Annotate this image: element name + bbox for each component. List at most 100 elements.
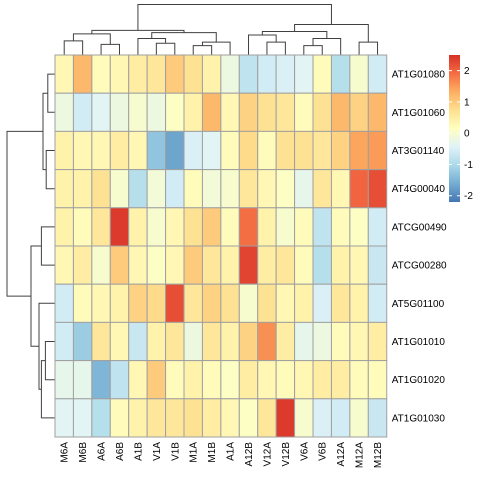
column-label: V12B [281,442,292,467]
heatmap-cell [257,360,277,400]
heatmap-cell [54,169,74,209]
heatmap-cell [238,54,259,94]
heatmap-cell [109,92,130,132]
heatmap-cell [146,130,167,171]
dendrogram-branch [294,23,369,43]
heatmap-cell [238,245,259,285]
column-labels: M6A M6B A6A A6B A1B V1A V1B M1A M1B A1A A12B V12A V1… [60,442,384,468]
heatmap-cell [275,54,296,94]
heatmap-cell [201,321,222,362]
heatmap-cell [183,92,203,132]
dendrogram-branch [44,341,55,381]
heatmap-cell [91,207,111,247]
heatmap-cell [183,283,203,323]
heatmap-cell [54,283,74,323]
heatmap-cell [349,283,369,323]
heatmap-cell [367,130,388,171]
heatmap-cell [238,130,259,171]
heatmap-cell [349,92,369,132]
heatmap-cell [220,207,240,247]
column-label: M12B [373,442,384,468]
heatmap-cell [183,321,203,362]
row-labels: AT1G01080 AT1G01060 AT3G01140 AT4G00040 ATCG… [392,70,447,425]
heatmap-cell [220,321,240,362]
heatmap-cell [201,207,222,247]
column-label: V12A [262,442,273,467]
heatmap-cell [165,54,185,94]
heatmap-cell [294,169,314,209]
column-label: M1A [189,442,200,463]
column-label: A1B [133,442,144,461]
heatmap-cell [165,245,185,285]
heatmap-cell [146,207,167,247]
heatmap-cell [330,321,351,362]
heatmap-cell [72,321,93,362]
heatmap-cell [367,360,388,400]
heatmap-cell [367,207,388,247]
heatmap-cell [238,398,259,438]
heatmap-cell [220,169,240,209]
heatmap-cell [367,245,388,285]
heatmap-cell [220,360,240,400]
heatmap-cell [330,130,351,171]
heatmap-cell [72,283,93,323]
heatmap-cell [146,169,167,209]
heatmap-cell [238,360,259,400]
heatmap-cell [201,360,222,400]
heatmap-cell [54,360,74,400]
heatmap-cell [367,283,388,323]
column-label: A6A [97,442,108,461]
dendrogram-branch [201,41,231,55]
column-label: A1A [226,442,237,461]
heatmap-cell [312,283,332,323]
heatmap-cell [54,92,74,132]
heatmap-cell [257,321,277,362]
dendrogram-branch [6,130,43,297]
heatmap-cell [146,321,167,362]
dendrogram-branch [42,92,48,171]
heatmap-cell [238,207,259,247]
heatmap-cell [294,207,314,247]
dendrogram-branch [91,29,185,34]
column-label: V1A [152,442,163,461]
heatmap-cell [349,169,369,209]
heatmap-cell [165,360,185,400]
dendrogram-branch [266,41,286,55]
heatmap-cell [91,169,111,209]
dendrogram-branch [137,3,332,31]
legend-tick-label: -2 [464,191,473,202]
heatmap-cell [330,207,351,247]
heatmap-cell [312,321,332,362]
heatmap-cell [275,283,296,323]
legend-color-bar [449,55,460,202]
heatmap-cell [54,245,74,285]
dendrogram-branch [192,45,213,55]
heatmap-cell [128,207,148,247]
heatmap-cell [183,207,203,247]
heatmap-cell [54,207,74,247]
column-label: M6A [60,442,71,463]
row-label: AT3G01140 [392,146,445,157]
heatmap-cell [128,130,148,171]
heatmap-cell [72,207,93,247]
heatmap-cell [91,360,111,400]
heatmap-cell [257,130,277,171]
heatmap-cell [367,54,388,94]
heatmap-cell [275,245,296,285]
heatmap-cell [349,207,369,247]
heatmap-cell [330,360,351,400]
column-label: A12A [336,442,347,467]
heatmap-cell [109,54,130,94]
dendrogram-branch [248,34,277,55]
heatmap-cell [183,360,203,400]
heatmap-cell [72,54,93,94]
row-label: AT4G00040 [392,184,446,195]
heatmap-cell [275,321,296,362]
row-label: AT1G01080 [392,70,446,81]
heatmap-cell [91,321,111,362]
heatmap-cell [312,360,332,400]
heatmap-cell [165,169,185,209]
heatmap-cell [257,207,277,247]
heatmap-cell [128,321,148,362]
heatmap-cell [54,130,74,171]
